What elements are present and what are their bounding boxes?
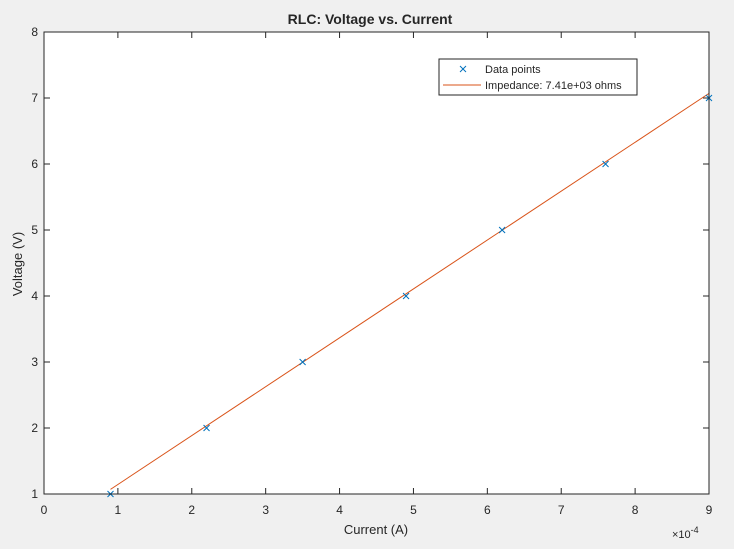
y-tick-label: 6 bbox=[31, 157, 38, 171]
x-tick-label: 3 bbox=[262, 503, 269, 517]
y-tick-label: 8 bbox=[31, 25, 38, 39]
x-tick-label: 8 bbox=[632, 503, 639, 517]
legend-label: Impedance: 7.41e+03 ohms bbox=[485, 80, 622, 92]
data-point bbox=[602, 160, 609, 168]
data-point bbox=[498, 226, 506, 234]
data-point bbox=[299, 358, 306, 366]
legend-entry: Impedance: 7.41e+03 ohms bbox=[443, 80, 622, 92]
svg-text:×10-4: ×10-4 bbox=[672, 525, 699, 541]
x-tick-label: 2 bbox=[188, 503, 195, 517]
data-point bbox=[203, 424, 210, 432]
y-tick-label: 7 bbox=[31, 91, 38, 105]
data-point bbox=[402, 292, 410, 300]
fit-line bbox=[110, 92, 710, 490]
legend: Data points Impedance: 7.41e+03 ohms bbox=[438, 58, 638, 96]
x-tick-label: 0 bbox=[41, 503, 48, 517]
y-tick-label: 2 bbox=[31, 421, 38, 435]
x-exponent-label: ×10-4 bbox=[672, 525, 699, 541]
x-exponent-power: -4 bbox=[691, 525, 699, 535]
series-layer bbox=[107, 92, 713, 498]
y-axis-label: Voltage (V) bbox=[10, 232, 25, 296]
legend-entry: Data points bbox=[459, 64, 541, 76]
chart-title: RLC: Voltage vs. Current bbox=[288, 11, 453, 27]
x-tick-label: 6 bbox=[484, 503, 491, 517]
plot-frame bbox=[43, 31, 710, 495]
legend-marker bbox=[459, 65, 467, 73]
x-tick-label: 4 bbox=[336, 503, 343, 517]
x-tick-label: 5 bbox=[410, 503, 417, 517]
y-tick-label: 3 bbox=[31, 355, 38, 369]
x-tick-label: 9 bbox=[706, 503, 713, 517]
y-tick-label: 1 bbox=[31, 487, 38, 501]
x-axis-label: Current (A) bbox=[344, 522, 408, 537]
y-tick-label: 4 bbox=[31, 289, 38, 303]
plot-area bbox=[44, 32, 709, 494]
x-exponent-base: ×10 bbox=[672, 529, 691, 541]
legend-box bbox=[438, 58, 638, 96]
y-tick-label: 5 bbox=[31, 223, 38, 237]
legend-label: Data points bbox=[485, 64, 541, 76]
x-tick-label: 7 bbox=[558, 503, 565, 517]
x-tick-label: 1 bbox=[115, 503, 122, 517]
